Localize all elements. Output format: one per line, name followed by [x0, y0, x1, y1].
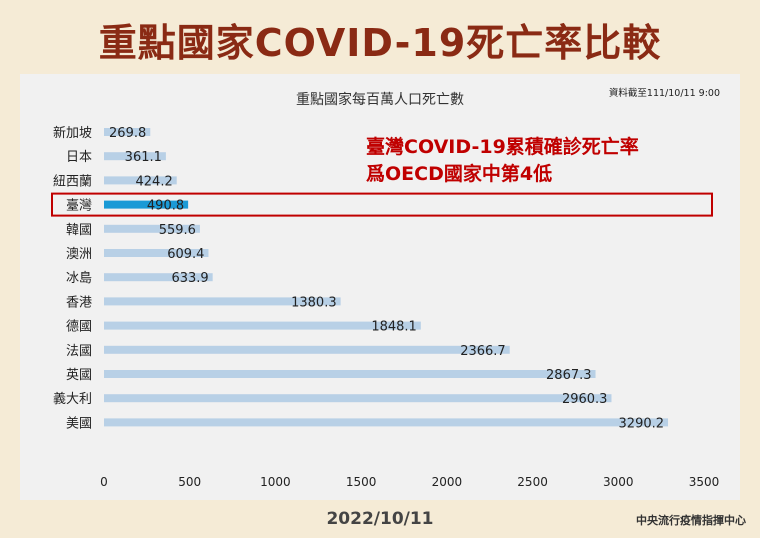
header: 重點國家COVID-19死亡率比較	[0, 0, 760, 74]
bar-7	[104, 297, 341, 306]
value-label-1: 361.1	[125, 150, 162, 165]
bar-2	[104, 176, 177, 185]
chart-title: 重點國家每百萬人口死亡數	[296, 91, 464, 108]
value-label-6: 633.9	[171, 271, 208, 286]
x-axis: 0 500 1000 1500 2000 2500 3000 3500	[100, 475, 719, 489]
value-label-3: 490.8	[147, 199, 184, 214]
x-tick-label-0: 0	[100, 475, 108, 489]
highlight-box	[51, 192, 713, 217]
category-label-4: 韓國	[66, 223, 92, 238]
category-label-7: 香港	[66, 295, 92, 310]
category-label-0: 新加坡	[53, 125, 92, 141]
chart-panel: 重點國家每百萬人口死亡數 資料截至111/10/11 9:00 臺灣COVID-…	[20, 74, 740, 500]
bar-10	[104, 370, 596, 378]
value-label-10: 2867.3	[546, 368, 592, 383]
category-label-10: 英國	[66, 368, 92, 383]
x-tick-label-2: 1000	[260, 475, 291, 489]
annotation-line2: 爲OECD國家中第4低	[366, 162, 552, 185]
bar-0	[104, 128, 151, 136]
bar-8	[104, 321, 421, 330]
bar-5	[104, 249, 209, 257]
bar-9	[104, 345, 510, 354]
footer: 2022/10/11 中央流行疫情指揮中心	[0, 500, 760, 538]
bar-11	[104, 394, 612, 403]
value-label-0: 269.8	[109, 126, 146, 141]
bars-group: 新加坡 269.8 日本 361.1 紐西蘭 424.2 臺灣 490.8 韓國 559.6 澳洲 6…	[53, 125, 669, 431]
x-tick-label-6: 3000	[603, 475, 634, 489]
value-label-7: 1380.3	[291, 295, 337, 310]
value-label-2: 424.2	[136, 174, 173, 189]
category-label-11: 義大利	[53, 391, 92, 407]
bar-6	[104, 273, 213, 282]
bar-4	[104, 224, 200, 233]
bar-12	[104, 418, 669, 427]
category-label-6: 冰島	[66, 271, 92, 286]
x-tick-label-7: 3500	[689, 475, 720, 489]
category-label-8: 德國	[66, 320, 92, 335]
value-label-4: 559.6	[159, 223, 196, 238]
category-label-3: 臺灣	[66, 199, 92, 214]
category-label-2: 紐西蘭	[53, 173, 92, 189]
annotation-line1: 臺灣COVID-19累積確診死亡率	[366, 135, 639, 158]
value-label-5: 609.4	[167, 247, 204, 262]
x-tick-label-3: 1500	[346, 475, 377, 489]
value-label-11: 2960.3	[562, 392, 608, 407]
value-label-12: 3290.2	[619, 416, 665, 431]
category-label-5: 澳洲	[66, 246, 92, 262]
chart-subtitle: 資料截至111/10/11 9:00	[609, 87, 720, 99]
bar-chart: 重點國家每百萬人口死亡數 資料截至111/10/11 9:00 臺灣COVID-…	[51, 87, 720, 489]
x-tick-label-5: 2500	[517, 475, 548, 489]
category-label-12: 美國	[66, 416, 92, 431]
bar-1	[104, 152, 166, 161]
value-label-9: 2366.7	[460, 344, 506, 359]
value-label-8: 1848.1	[371, 320, 417, 335]
page-title: 重點國家COVID-19死亡率比較	[98, 21, 662, 65]
footer-source: 中央流行疫情指揮中心	[636, 514, 746, 527]
category-label-9: 法國	[66, 344, 92, 359]
category-label-1: 日本	[66, 150, 92, 165]
x-tick-label-1: 500	[178, 475, 201, 489]
bar-3	[104, 200, 189, 209]
footer-date: 2022/10/11	[326, 509, 434, 529]
x-tick-label-4: 2000	[432, 475, 463, 489]
